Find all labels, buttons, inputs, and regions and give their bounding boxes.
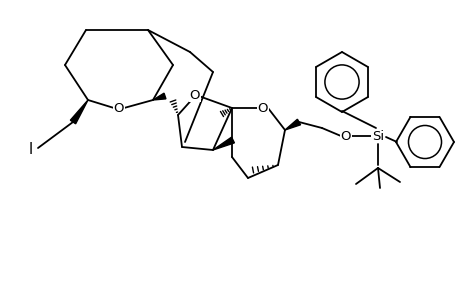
Text: I: I	[29, 142, 33, 158]
Text: O: O	[190, 88, 200, 101]
Text: Si: Si	[371, 130, 383, 142]
Polygon shape	[285, 119, 300, 130]
Text: O: O	[340, 130, 351, 142]
Polygon shape	[70, 100, 88, 124]
Text: O: O	[257, 101, 268, 115]
Polygon shape	[153, 93, 166, 100]
Text: O: O	[113, 101, 124, 115]
Polygon shape	[213, 137, 234, 150]
